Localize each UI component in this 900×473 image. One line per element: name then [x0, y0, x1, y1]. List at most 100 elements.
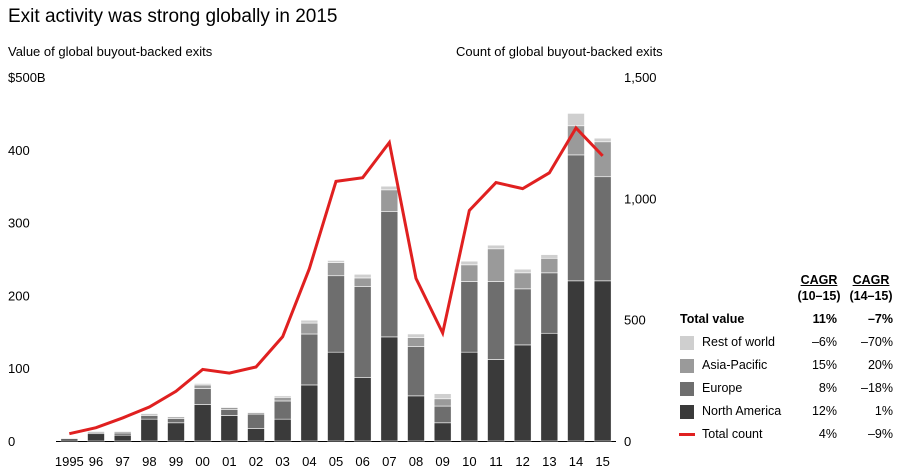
bar-segment-north-america	[593, 280, 612, 442]
bar-segment-asia-pacific	[433, 398, 452, 407]
bar-segment-asia-pacific	[220, 407, 239, 410]
legend-row-total-value: Total value 11% –7%	[680, 310, 895, 330]
bar-segment-north-america	[247, 428, 265, 442]
bar-segment-rest-of-world	[460, 260, 479, 266]
bar-segment-europe	[300, 333, 319, 386]
bar-segment-north-america	[60, 438, 79, 442]
x-tick-label: 14	[569, 454, 583, 469]
legend-total-c1: 11%	[812, 312, 837, 326]
x-tick-label: 05	[329, 454, 343, 469]
x-tick-label: 11	[489, 454, 503, 469]
y-left-tick-label: 400	[8, 143, 30, 158]
total-count-line	[69, 125, 604, 436]
y-left-tick-label: 0	[8, 434, 15, 449]
legend-c2: 20%	[867, 358, 893, 372]
x-tick-label: 99	[169, 454, 183, 469]
bar-segment-rest-of-world	[593, 137, 612, 143]
bar-segment-north-america	[327, 351, 345, 442]
x-tick-label: 02	[249, 454, 263, 469]
asia-pacific-swatch	[680, 359, 694, 373]
bar-segment-asia-pacific	[593, 141, 612, 178]
bar-segment-asia-pacific	[273, 397, 292, 402]
bar-segment-asia-pacific	[193, 384, 212, 389]
y-right-tick-label: 0	[624, 434, 631, 449]
bar-segment-rest-of-world	[540, 254, 559, 259]
bar-segment-rest-of-world	[380, 185, 399, 191]
legend-row-total-count: Total count 4% –9%	[679, 425, 895, 445]
bar-segment-rest-of-world	[567, 113, 585, 127]
y-left-tick-label: 100	[8, 361, 30, 376]
bar-segment-asia-pacific	[167, 416, 185, 419]
legend-c1: –6%	[811, 335, 837, 349]
legend-label: North America	[702, 404, 782, 418]
bar-segment-europe	[380, 211, 399, 338]
legend-c2: –9%	[867, 427, 893, 441]
bar-segment-north-america	[273, 418, 292, 442]
bar-segment-north-america	[540, 332, 559, 442]
legend-row-rest-of-world: Rest of world –6% –70%	[680, 333, 895, 353]
europe-swatch	[680, 382, 694, 396]
bar-segment-europe	[327, 275, 345, 353]
bar-segment-rest-of-world	[300, 319, 319, 324]
bar-segment-europe	[540, 272, 559, 334]
bar-segment-europe	[353, 286, 372, 378]
bar-segment-europe	[460, 281, 479, 353]
x-tick-label: 13	[542, 454, 556, 469]
y-left-tick-label: 200	[8, 288, 30, 303]
bar-segment-asia-pacific	[300, 322, 319, 335]
bar-segment-europe	[247, 413, 265, 429]
legend-label: Asia-Pacific	[702, 358, 768, 372]
cagr-header-14-15-period: (14–15)	[849, 289, 893, 303]
bar-segment-europe	[487, 281, 505, 360]
cagr-header-10-15-period: (10–15)	[797, 289, 841, 303]
bar-segment-north-america	[87, 433, 105, 442]
rest-of-world-swatch	[680, 336, 694, 350]
cagr-header-10-15-title: CAGR	[800, 273, 838, 287]
legend-c2: –70%	[861, 335, 893, 349]
legend-row-asia-pacific: Asia-Pacific 15% 20%	[680, 356, 895, 376]
bar-segment-north-america	[513, 344, 532, 442]
bar-segment-europe	[407, 346, 425, 397]
bar-segment-rest-of-world	[193, 383, 212, 386]
bar-segment-north-america	[220, 415, 239, 442]
y-left-tick-label: $500B	[8, 70, 46, 85]
legend-c2: 1%	[874, 404, 893, 418]
x-tick-label: 08	[409, 454, 423, 469]
bar-segment-europe	[113, 432, 132, 436]
legend-label: Total count	[702, 427, 763, 441]
bar-segment-europe	[273, 400, 292, 420]
legend-c1: 12%	[811, 404, 837, 418]
x-tick-label: 10	[462, 454, 476, 469]
bar-segment-asia-pacific	[87, 431, 105, 433]
bar-segment-rest-of-world	[247, 411, 265, 413]
bar-segment-north-america	[300, 384, 319, 442]
x-tick-label: 04	[302, 454, 316, 469]
bar-segment-rest-of-world	[407, 333, 425, 338]
bar-segment-asia-pacific	[460, 264, 479, 282]
bar-segment-europe	[567, 154, 585, 282]
bar-segment-europe	[167, 418, 185, 424]
bar-segment-asia-pacific	[327, 262, 345, 277]
x-tick-label: 1995	[55, 454, 84, 469]
bar-segment-north-america	[167, 422, 185, 442]
cagr-header-14-15-title: CAGR	[852, 273, 890, 287]
legend-row-europe: Europe 8% –18%	[680, 379, 895, 399]
x-tick-label: 98	[142, 454, 156, 469]
bar-segment-north-america	[113, 434, 132, 442]
bar-segment-asia-pacific	[353, 277, 372, 287]
bar-segment-north-america	[567, 280, 585, 442]
cagr-header-14-15: CAGR (14–15)	[847, 272, 895, 304]
bar-segment-asia-pacific	[487, 248, 505, 282]
bar-segment-rest-of-world	[327, 260, 345, 263]
x-tick-label: 96	[89, 454, 103, 469]
bar-segment-europe	[513, 288, 532, 346]
bar-segment-asia-pacific	[513, 272, 532, 290]
total-count-swatch	[679, 433, 695, 436]
legend-row-north-america: North America 12% 1%	[680, 402, 895, 422]
bar-segment-rest-of-world	[513, 268, 532, 274]
x-tick-label: 06	[355, 454, 369, 469]
legend-c2: –18%	[861, 381, 893, 395]
bar-segment-europe	[593, 176, 612, 282]
bar-segment-north-america	[140, 418, 159, 442]
